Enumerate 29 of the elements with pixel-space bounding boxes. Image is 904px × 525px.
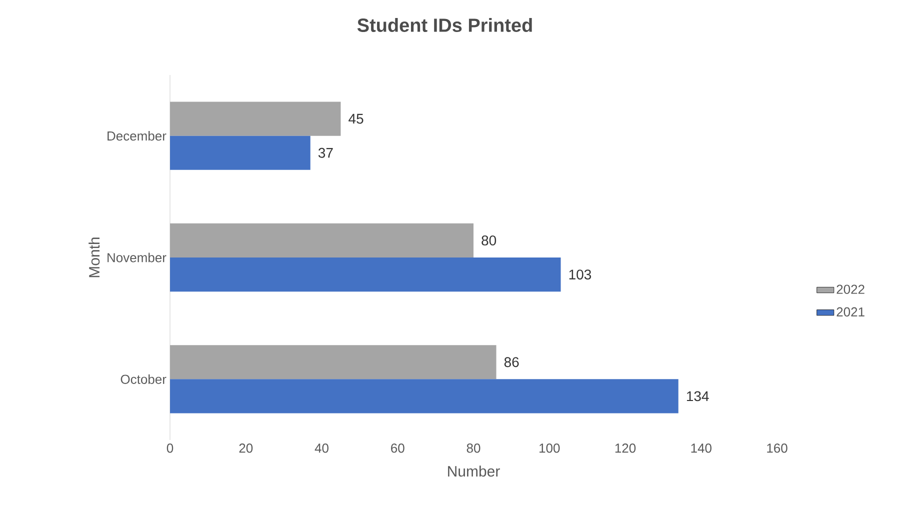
y-axis-title: Month xyxy=(88,238,100,278)
data-label: 45 xyxy=(348,114,364,124)
x-tick-label: 100 xyxy=(540,444,560,453)
legend-label: 2022 xyxy=(836,284,864,294)
bar xyxy=(170,136,310,170)
legend-label: 2021 xyxy=(836,307,864,317)
x-tick-label: 0 xyxy=(166,444,174,453)
x-tick-label: 20 xyxy=(239,444,253,453)
x-tick-label: 40 xyxy=(314,444,328,453)
y-tick-label: October xyxy=(120,374,166,384)
x-tick-label: 60 xyxy=(391,444,404,453)
data-label: 86 xyxy=(504,357,519,368)
x-tick-label: 160 xyxy=(767,444,788,453)
data-label: 103 xyxy=(569,270,592,280)
x-tick-label: 120 xyxy=(615,444,636,453)
x-axis-title: Number xyxy=(448,466,500,477)
y-tick-label: November xyxy=(108,252,166,262)
y-tick-label: December xyxy=(108,131,166,141)
x-tick-label: 140 xyxy=(691,444,712,453)
data-label: 37 xyxy=(318,148,333,158)
bar xyxy=(170,102,341,136)
bar xyxy=(170,345,496,380)
chart-title: Student IDs Printed xyxy=(357,18,532,32)
data-label: 80 xyxy=(482,236,496,246)
x-tick-label: 80 xyxy=(466,444,480,453)
data-label: 134 xyxy=(686,391,709,402)
bar xyxy=(170,223,474,258)
bar xyxy=(170,258,561,292)
bar xyxy=(170,379,678,414)
